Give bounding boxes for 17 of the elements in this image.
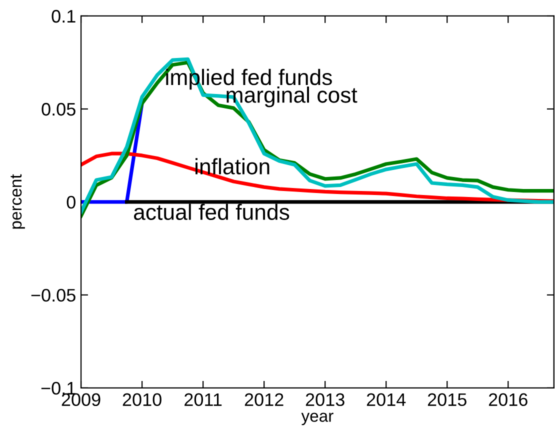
x-tick-label: 2013 xyxy=(306,393,344,406)
y-tick-label: −0.05 xyxy=(31,288,76,302)
x-tick-label: 2015 xyxy=(428,393,466,406)
x-tick-label: 2010 xyxy=(122,393,162,406)
x-tick-label: 2014 xyxy=(366,393,406,406)
x-tick-label: 2016 xyxy=(488,393,528,406)
x-tick-label: 2009 xyxy=(62,393,100,406)
annotation: inflation xyxy=(196,158,270,174)
x-axis-title: year xyxy=(301,412,334,426)
y-tick-label: 0.1 xyxy=(52,10,76,23)
x-tick-label: 2012 xyxy=(244,393,284,406)
annotation: actual fed funds xyxy=(134,204,290,220)
y-tick-label: 0.05 xyxy=(42,102,76,116)
y-tick-label: 0 xyxy=(66,196,76,209)
y-axis-title: percent xyxy=(10,174,25,229)
x-tick-label: 2011 xyxy=(184,393,222,406)
y-tick-label: −0.1 xyxy=(41,382,76,395)
